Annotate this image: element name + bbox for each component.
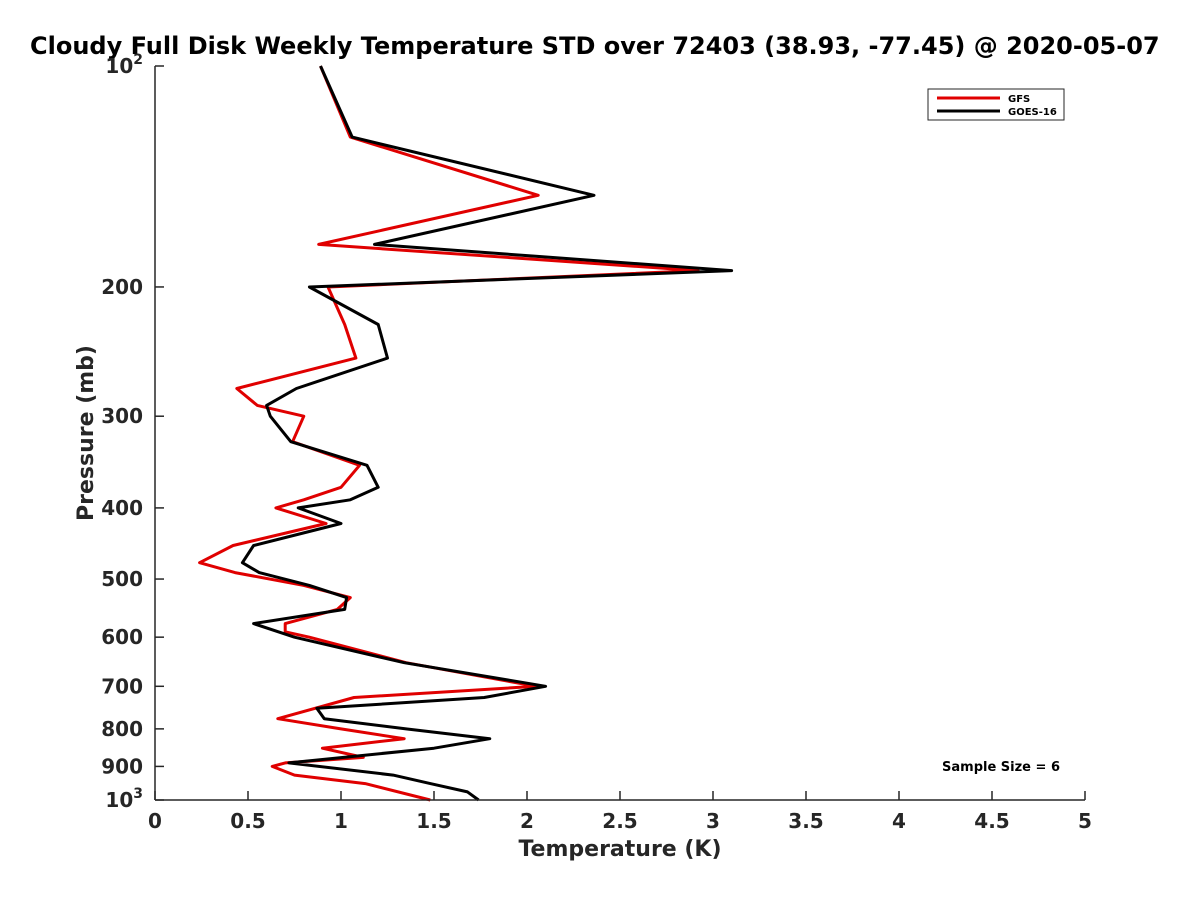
y-tick-label: 103: [105, 786, 143, 812]
x-ticks: 0 0.5 1 1.5 2 2.5 3 3.5 4 4.5 5: [148, 791, 1092, 833]
series-line-gfs: [198, 65, 700, 802]
y-tick-label: 800: [101, 717, 143, 741]
y-tick-label: 400: [101, 496, 143, 520]
y-tick-label: 700: [101, 674, 143, 698]
x-tick-label: 0.5: [230, 809, 265, 833]
series-line-goes-16: [240, 65, 734, 802]
y-tick-label: 300: [101, 404, 143, 428]
x-tick-label: 0: [148, 809, 162, 833]
x-tick-label: 2: [520, 809, 534, 833]
legend-box: [927, 88, 1065, 121]
x-tick-label: 2.5: [602, 809, 637, 833]
y-tick-label: 600: [101, 625, 143, 649]
series-layer: [198, 65, 734, 802]
x-tick-label: 5: [1078, 809, 1092, 833]
chart-title: Cloudy Full Disk Weekly Temperature STD …: [30, 32, 1160, 60]
x-tick-label: 1: [334, 809, 348, 833]
legend-label: GFS: [1008, 94, 1030, 105]
x-tick-label: 3.5: [788, 809, 823, 833]
y-axis-label: Pressure (mb): [74, 345, 99, 521]
x-tick-label: 3: [706, 809, 720, 833]
x-tick-label: 4: [892, 809, 906, 833]
legend-label: GOES-16: [1008, 107, 1057, 118]
x-tick-label: 1.5: [416, 809, 451, 833]
y-tick-label: 200: [101, 275, 143, 299]
legend: GFS GOES-16: [927, 88, 1065, 121]
x-tick-label: 4.5: [974, 809, 1009, 833]
y-tick-label: 102: [105, 52, 143, 78]
y-tick-label: 900: [101, 754, 143, 778]
y-ticks: 102 200 300 400 500 600 700 800 900 103: [101, 52, 164, 812]
sample-size-annotation: Sample Size = 6: [942, 760, 1060, 775]
y-tick-label: 500: [101, 567, 143, 591]
axes-box: [155, 66, 1085, 800]
x-axis-label: Temperature (K): [518, 837, 721, 862]
